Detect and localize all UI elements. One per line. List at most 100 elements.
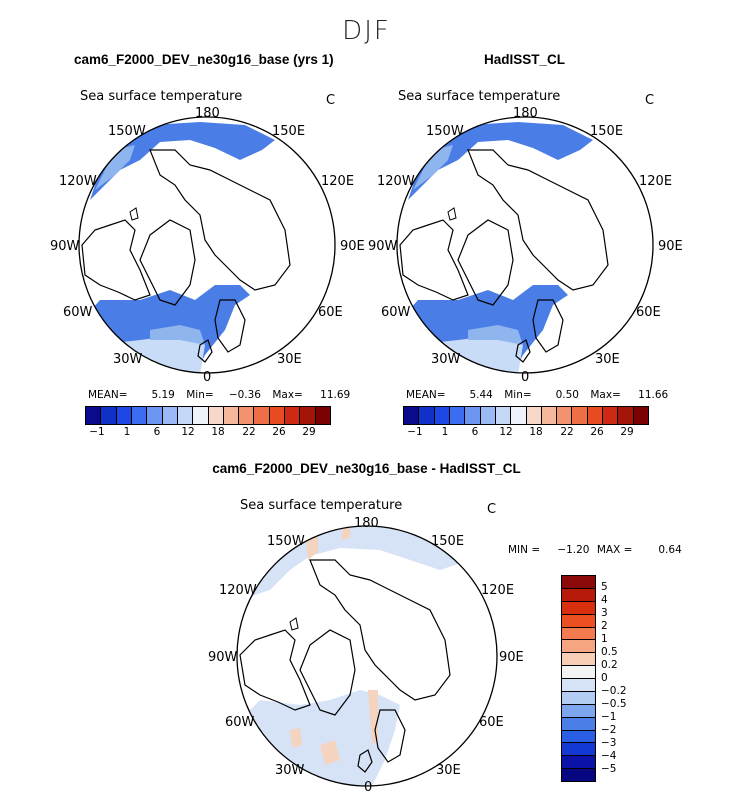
uk-outline bbox=[515, 339, 531, 363]
colorbar-swatch bbox=[511, 407, 527, 424]
colorbar-swatch bbox=[562, 717, 595, 731]
lon-label-30e: 30E bbox=[277, 352, 302, 367]
atlantic-sst-mid bbox=[468, 325, 523, 345]
cbar-label: 22 bbox=[560, 426, 574, 438]
lon-label-30e: 30E bbox=[595, 352, 620, 367]
colorbar-swatch bbox=[526, 407, 542, 424]
colorbar-swatch bbox=[562, 576, 595, 589]
cbar-label: 6 bbox=[471, 426, 479, 438]
colorbar-swatch bbox=[572, 407, 588, 424]
cbar-label: 1 bbox=[601, 633, 608, 645]
cbar-label: 6 bbox=[153, 426, 161, 438]
colorbar-swatch bbox=[562, 666, 595, 679]
colorbar-swatch bbox=[193, 407, 209, 424]
colorbar-swatch bbox=[495, 407, 512, 424]
lon-label-120w: 120W bbox=[219, 583, 257, 598]
pacific-diff-warm bbox=[305, 528, 318, 560]
pacific-diff bbox=[240, 526, 470, 600]
atlantic-diff bbox=[240, 690, 400, 786]
colorbar-swatch bbox=[541, 407, 558, 424]
lon-label-90w: 90W bbox=[208, 650, 238, 665]
cbar-label: 0.2 bbox=[601, 659, 618, 671]
colorbar-swatch bbox=[239, 407, 255, 424]
season-title: DJF bbox=[342, 16, 391, 46]
lon-label-30w: 30W bbox=[275, 763, 305, 778]
lon-label-120e: 120E bbox=[639, 174, 673, 189]
atlantic-sst-light bbox=[95, 335, 205, 373]
colorbar-swatch bbox=[603, 407, 619, 424]
min-value: 0.50 bbox=[555, 389, 579, 401]
uk-outline bbox=[357, 749, 373, 773]
lon-label-120e: 120E bbox=[321, 174, 355, 189]
lon-label-30w: 30W bbox=[431, 352, 461, 367]
atlantic-diff-warm bbox=[290, 728, 302, 748]
lon-label-60e: 60E bbox=[479, 715, 504, 730]
greenland-outline bbox=[457, 219, 514, 306]
atlantic-sst bbox=[82, 285, 250, 373]
cbar-label: 26 bbox=[590, 426, 604, 438]
colorbar-swatch bbox=[562, 653, 595, 667]
cbar-label: 0 bbox=[601, 672, 608, 684]
colorbar-swatch bbox=[449, 407, 466, 424]
north-america-outline bbox=[81, 219, 151, 301]
colorbar-swatch bbox=[434, 407, 450, 424]
colorbar-swatch bbox=[208, 407, 224, 424]
colorbar-diff bbox=[561, 575, 596, 782]
cbar-label: −0.5 bbox=[601, 698, 627, 710]
colorbar-swatch bbox=[480, 407, 496, 424]
colorbar-swatch bbox=[562, 614, 595, 628]
cbar-label: 18 bbox=[211, 426, 225, 438]
stats-diff: MIN = −1.20 MAX = 0.64 bbox=[508, 544, 682, 556]
panel-title-diff: cam6_F2000_DEV_ne30g16_base - HadISST_CL bbox=[212, 461, 521, 476]
pacific-sst-light bbox=[95, 145, 135, 190]
colorbar-swatch bbox=[223, 407, 240, 424]
cbar-label: −0.2 bbox=[601, 685, 627, 697]
max-label: Max= bbox=[590, 389, 621, 401]
lon-label-180: 180 bbox=[513, 106, 538, 121]
lon-label-90e: 90E bbox=[658, 239, 683, 254]
lon-label-150e: 150E bbox=[272, 124, 306, 139]
cbar-label: −1 bbox=[89, 426, 105, 438]
europe-outline bbox=[532, 299, 564, 353]
lon-label-0: 0 bbox=[521, 370, 530, 385]
lon-label-30w: 30W bbox=[113, 352, 143, 367]
atlantic-diff-warm bbox=[368, 690, 378, 745]
min-value: −1.20 bbox=[557, 544, 590, 556]
colorbar-swatch bbox=[633, 407, 648, 424]
lon-label-150w: 150W bbox=[267, 534, 305, 549]
colorbar-swatch bbox=[562, 679, 595, 692]
map-boundary bbox=[78, 116, 336, 374]
atlantic-sst-mid bbox=[150, 325, 205, 345]
colorbar-swatch bbox=[562, 691, 595, 705]
lon-label-60w: 60W bbox=[225, 715, 255, 730]
min-label: Min= bbox=[186, 389, 214, 401]
lon-label-120e: 120E bbox=[481, 583, 515, 598]
panel-title-obs: HadISST_CL bbox=[484, 52, 566, 67]
cbar-label: −3 bbox=[601, 737, 617, 749]
colorbar-swatch bbox=[562, 756, 595, 770]
europe-outline bbox=[374, 709, 406, 763]
cbar-label: 5 bbox=[601, 581, 608, 593]
lon-label-150w: 150W bbox=[426, 124, 464, 139]
field-label: Sea surface temperature bbox=[398, 89, 561, 104]
colorbar-obs bbox=[403, 406, 649, 425]
lon-label-120w: 120W bbox=[59, 174, 97, 189]
unit-label: C bbox=[326, 93, 336, 108]
cbar-label: 12 bbox=[181, 426, 195, 438]
cbar-label: −1 bbox=[407, 426, 423, 438]
colorbar-swatch bbox=[465, 407, 481, 424]
lon-label-60e: 60E bbox=[318, 305, 343, 320]
colorbar-swatch bbox=[618, 407, 634, 424]
colorbar-swatch bbox=[562, 627, 595, 641]
stats-obs: MEAN= 5.44 Min= 0.50 Max= 11.66 bbox=[406, 389, 668, 401]
colorbar-swatch bbox=[562, 730, 595, 744]
mean-label: MEAN= bbox=[88, 389, 128, 401]
colorbar-labels-model: −1 1 6 12 18 22 26 29 bbox=[85, 426, 329, 440]
panel-title-model: cam6_F2000_DEV_ne30g16_base (yrs 1) bbox=[74, 52, 334, 67]
cbar-label: 0.5 bbox=[601, 646, 618, 658]
north-america-outline bbox=[239, 629, 311, 711]
asia-outline bbox=[309, 559, 451, 701]
europe-outline bbox=[214, 299, 246, 353]
colorbar-swatch bbox=[131, 407, 148, 424]
cbar-label: 22 bbox=[242, 426, 256, 438]
